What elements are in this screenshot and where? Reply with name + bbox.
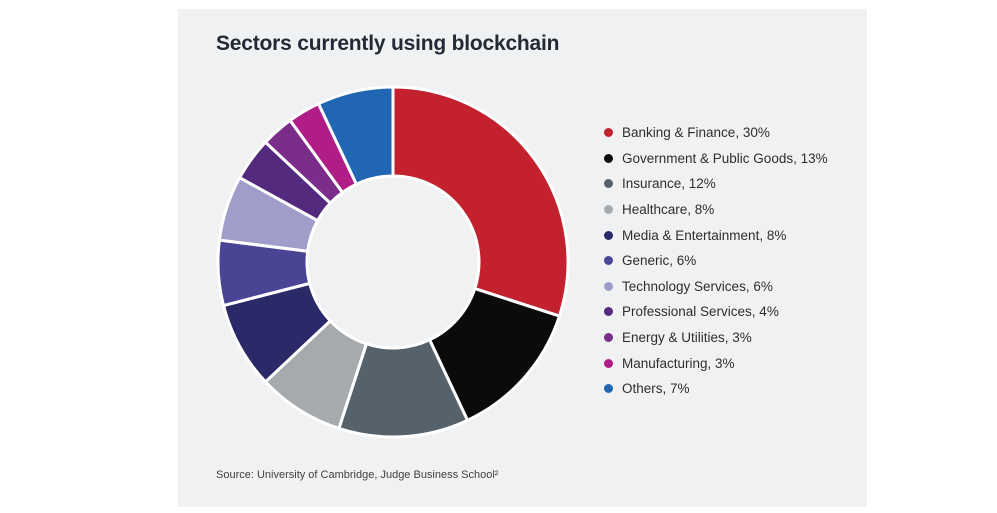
legend-swatch-icon — [604, 256, 613, 266]
legend-label: Government & Public Goods, 13% — [622, 150, 828, 166]
legend-item-technology-services: Technology Services, 6% — [604, 274, 828, 300]
legend-swatch-icon — [604, 153, 613, 163]
legend-label: Insurance, 12% — [622, 176, 716, 192]
source-note: Source: University of Cambridge, Judge B… — [216, 469, 499, 481]
legend-swatch-icon — [604, 333, 613, 343]
legend-label: Professional Services, 4% — [622, 304, 779, 320]
legend-label: Energy & Utilities, 3% — [622, 330, 752, 346]
legend-item-others: Others, 7% — [604, 376, 828, 402]
legend-label: Media & Entertainment, 8% — [622, 227, 787, 243]
legend-label: Healthcare, 8% — [622, 202, 715, 218]
legend-label: Banking & Finance, 30% — [622, 125, 770, 141]
legend-item-healthcare: Healthcare, 8% — [604, 197, 828, 223]
legend-label: Others, 7% — [622, 381, 690, 397]
legend-swatch-icon — [604, 205, 613, 215]
legend-label: Manufacturing, 3% — [622, 355, 735, 371]
legend-swatch-icon — [604, 281, 613, 291]
legend-swatch-icon — [604, 384, 613, 394]
donut-slice-others — [316, 85, 395, 187]
legend-item-professional-services: Professional Services, 4% — [604, 299, 828, 325]
legend-item-banking-finance: Banking & Finance, 30% — [604, 120, 828, 146]
chart-title: Sectors currently using blockchain — [216, 32, 560, 55]
legend-swatch-icon — [604, 307, 613, 317]
legend-item-generic: Generic, 6% — [604, 248, 828, 274]
legend-item-manufacturing: Manufacturing, 3% — [604, 350, 828, 376]
donut-slice-banking-finance — [391, 85, 570, 318]
legend-label: Generic, 6% — [622, 253, 697, 269]
chart-panel: Sectors currently using blockchain Banki… — [178, 9, 867, 507]
legend-swatch-icon — [604, 179, 613, 189]
legend-swatch-icon — [604, 128, 613, 138]
legend-swatch-icon — [604, 230, 613, 240]
legend-item-media-entertainment: Media & Entertainment, 8% — [604, 222, 828, 248]
legend-item-government-public-goods: Government & Public Goods, 13% — [604, 146, 828, 172]
legend-label: Technology Services, 6% — [622, 278, 773, 294]
donut-chart — [216, 85, 570, 439]
legend-item-insurance: Insurance, 12% — [604, 171, 828, 197]
legend-item-energy-utilities: Energy & Utilities, 3% — [604, 325, 828, 351]
legend-swatch-icon — [604, 358, 613, 368]
chart-legend: Banking & Finance, 30% Government & Publi… — [604, 120, 828, 402]
